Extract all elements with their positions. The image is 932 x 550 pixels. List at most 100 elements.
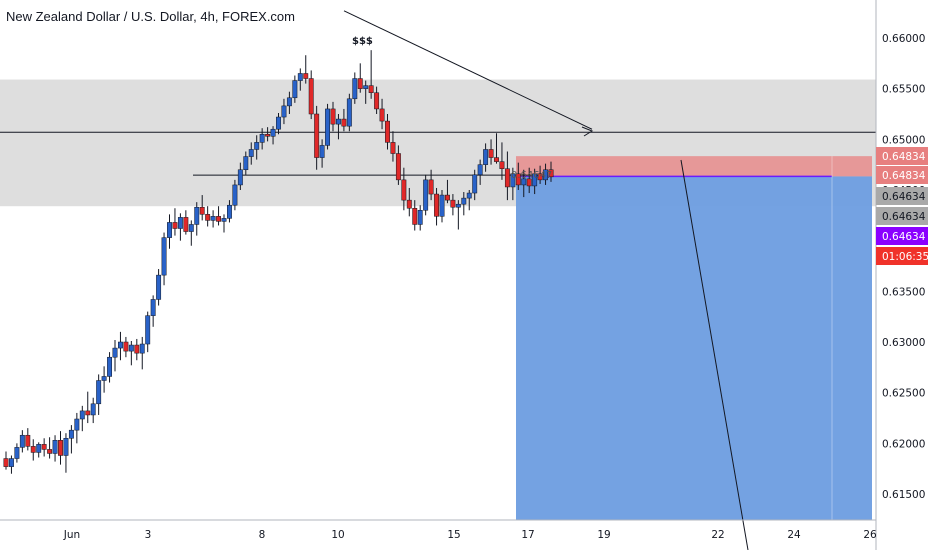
candle-body <box>101 376 107 381</box>
candle-body <box>205 214 211 221</box>
arrow-head-icon <box>581 126 594 137</box>
candle-body <box>412 207 418 225</box>
candle-body <box>368 85 374 93</box>
candle <box>167 214 172 249</box>
candle <box>58 431 63 465</box>
x-tick-label: Jun <box>63 529 80 541</box>
candle-body <box>439 194 445 217</box>
candle <box>177 213 183 241</box>
take-profit-zone[interactable] <box>516 176 872 520</box>
candle <box>543 163 548 185</box>
price-tag-label: 01:06:35 <box>882 251 929 263</box>
price-tag-background <box>876 187 928 205</box>
candle <box>526 167 532 194</box>
candle-body <box>161 237 167 276</box>
candle-body <box>455 203 461 208</box>
candle <box>537 165 543 184</box>
candle-body <box>3 458 9 467</box>
candle <box>128 340 134 366</box>
candle-body <box>210 216 216 221</box>
candle <box>134 338 140 361</box>
candle <box>79 405 85 432</box>
candle-body <box>36 444 42 453</box>
candle <box>259 128 265 150</box>
x-tick-label: 24 <box>787 529 801 541</box>
price-tag[interactable]: 0.64634 <box>876 207 928 225</box>
candle-body <box>363 85 369 89</box>
candle-body <box>428 179 434 195</box>
candle <box>156 269 162 306</box>
candle <box>52 435 58 462</box>
candle-body <box>270 128 276 137</box>
candle-body <box>19 434 25 448</box>
candle-body <box>357 78 363 89</box>
candle <box>319 139 325 168</box>
price-tag[interactable]: 01:06:35 <box>876 247 929 265</box>
price-tag[interactable]: 0.64834 <box>876 147 928 165</box>
price-tag[interactable]: 0.64634 <box>876 227 928 245</box>
candle <box>216 206 222 226</box>
candle <box>118 331 123 361</box>
candle-body <box>74 418 80 431</box>
candle-body <box>434 193 440 217</box>
candle <box>265 127 271 142</box>
candle-body <box>532 173 538 187</box>
projection-line[interactable] <box>680 159 749 550</box>
candle-body <box>330 108 336 125</box>
candle <box>36 442 42 458</box>
candle-body <box>150 299 156 316</box>
price-tags-layer: 0.64834 0.64834 0.64634 0.64634 0.64634 01:06… <box>876 147 929 265</box>
candle-body <box>543 169 548 181</box>
candle-body <box>52 440 58 454</box>
candle-body <box>297 73 303 81</box>
price-tag[interactable]: 0.64634 <box>876 187 928 205</box>
candle-body <box>227 204 232 219</box>
candle <box>47 437 53 459</box>
candle-body <box>9 458 14 467</box>
candle <box>406 187 412 217</box>
stop-loss-zone[interactable] <box>516 156 872 177</box>
candle <box>232 179 238 211</box>
candle <box>445 179 450 204</box>
candle <box>412 200 418 231</box>
candle-body <box>319 145 325 158</box>
price-tag[interactable]: 0.64834 <box>876 166 928 184</box>
candle <box>532 168 538 195</box>
candle <box>450 194 456 216</box>
candle-body <box>90 403 96 416</box>
candle <box>390 131 396 162</box>
candle-body <box>450 199 456 208</box>
candle-body <box>483 149 489 165</box>
candle-body <box>254 142 260 150</box>
candle <box>281 98 287 125</box>
y-tick-label: 0.65500 <box>882 84 925 96</box>
candle-body <box>303 73 309 79</box>
trend-arrow-line[interactable] <box>343 10 593 130</box>
candle <box>297 68 303 91</box>
candle-body <box>286 97 292 107</box>
candle <box>488 139 494 165</box>
y-tick-label: 0.66000 <box>882 33 925 45</box>
candle-body <box>167 222 172 238</box>
candles-layer <box>3 50 554 474</box>
candle <box>374 86 380 114</box>
candle-body <box>85 410 91 416</box>
candle <box>483 143 489 172</box>
candle <box>123 336 129 358</box>
candle-body <box>477 164 483 176</box>
candle-body <box>216 216 222 222</box>
candle <box>314 105 320 170</box>
candle <box>286 91 292 114</box>
horizontal-lines-layer <box>0 131 876 176</box>
price-tag-background <box>876 247 928 265</box>
candle-body <box>461 197 467 205</box>
price-tag-label: 0.64634 <box>882 211 926 223</box>
candle <box>303 55 309 84</box>
candle <box>401 167 407 211</box>
candle-body <box>515 173 521 186</box>
candle-body <box>526 178 532 187</box>
price-tag-label: 0.64634 <box>882 191 926 203</box>
candle-body <box>96 380 102 405</box>
candle <box>188 220 194 246</box>
